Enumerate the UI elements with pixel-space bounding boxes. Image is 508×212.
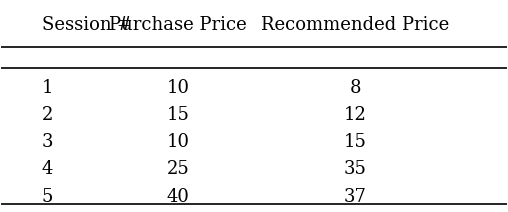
Text: 15: 15: [343, 133, 366, 151]
Text: 5: 5: [42, 188, 53, 206]
Text: 10: 10: [167, 133, 189, 151]
Text: 3: 3: [42, 133, 53, 151]
Text: 25: 25: [167, 160, 189, 178]
Text: Purchase Price: Purchase Price: [109, 16, 247, 34]
Text: 2: 2: [42, 106, 53, 124]
Text: 1: 1: [42, 79, 53, 97]
Text: 15: 15: [167, 106, 189, 124]
Text: Session #: Session #: [42, 16, 132, 34]
Text: 8: 8: [350, 79, 361, 97]
Text: Recommended Price: Recommended Price: [261, 16, 449, 34]
Text: 10: 10: [167, 79, 189, 97]
Text: 12: 12: [343, 106, 366, 124]
Text: 35: 35: [343, 160, 366, 178]
Text: 37: 37: [343, 188, 366, 206]
Text: 40: 40: [167, 188, 189, 206]
Text: 4: 4: [42, 160, 53, 178]
